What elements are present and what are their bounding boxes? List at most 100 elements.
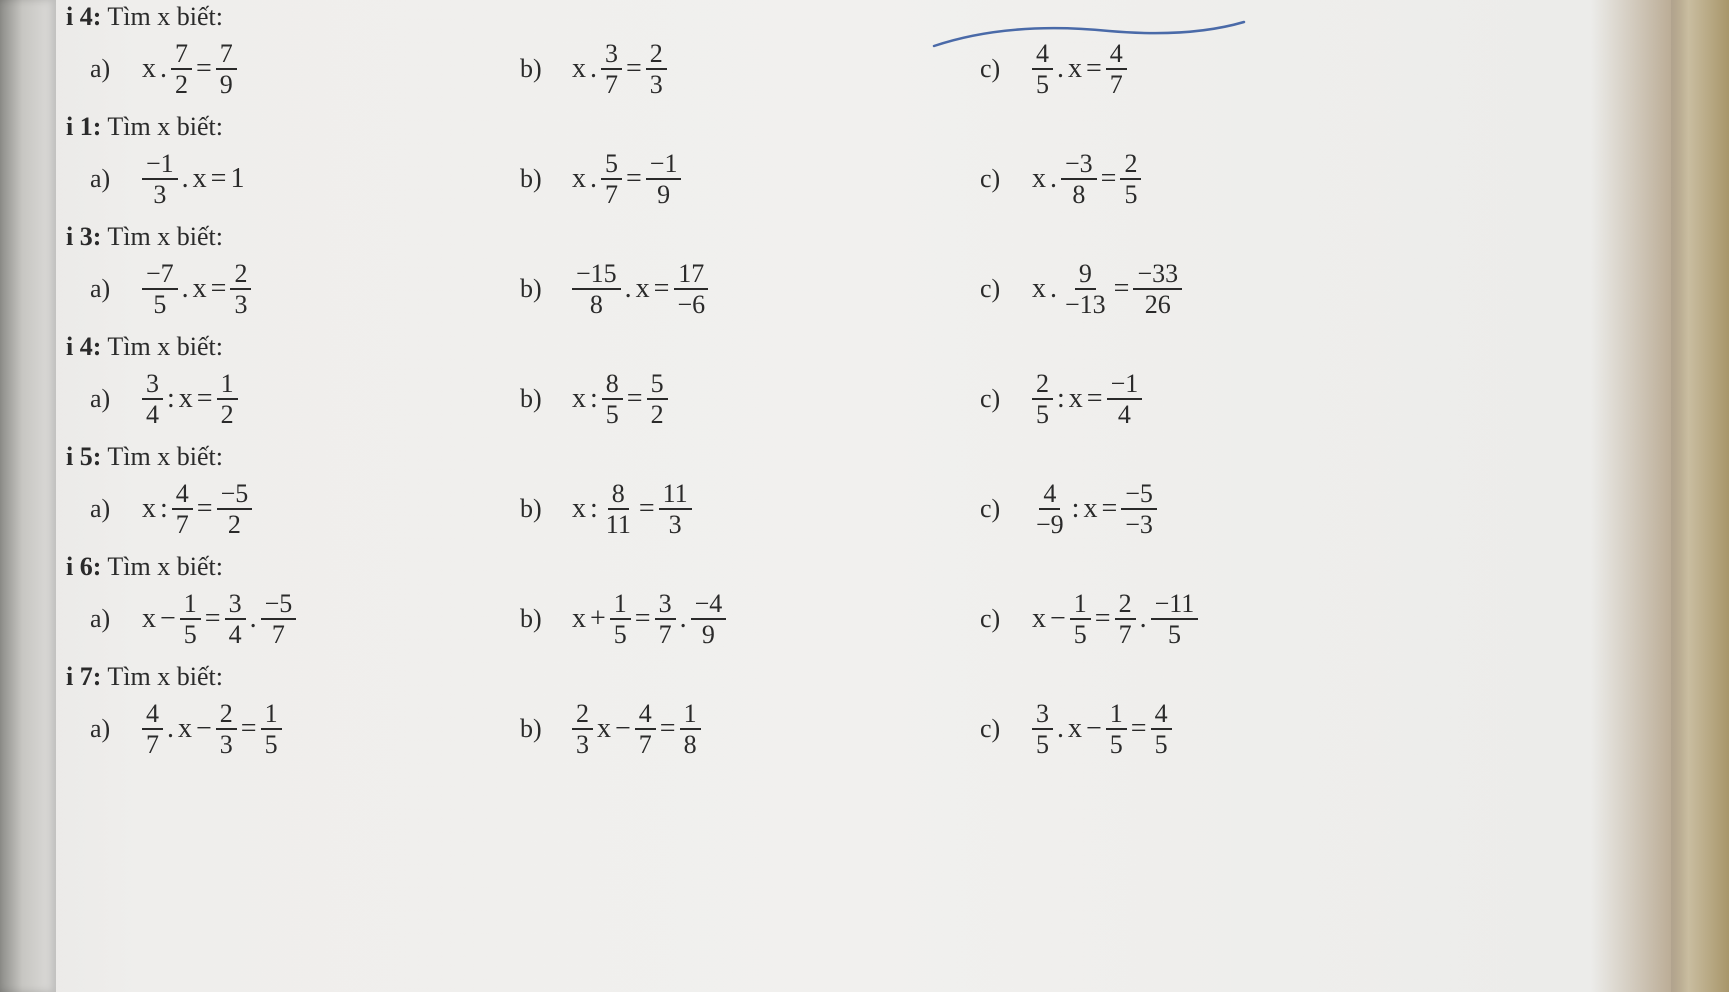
subproblem-label: c) (980, 384, 1008, 414)
equals-sign: = (1114, 275, 1130, 303)
problem-cell-b: b)x.57=−19 (520, 150, 980, 209)
fraction: 12 (217, 370, 238, 429)
literal: 1 (230, 165, 244, 193)
equation: x.57=−19 (570, 150, 683, 209)
fraction: 34 (225, 590, 246, 649)
fraction-denominator: 7 (1106, 70, 1127, 98)
subproblem-label: c) (980, 494, 1008, 524)
divide-colon: : (1072, 495, 1080, 523)
subproblem-label: b) (520, 384, 548, 414)
equals-sign: = (1086, 55, 1102, 83)
fraction: −158 (572, 260, 621, 319)
fraction: 35 (1032, 700, 1053, 759)
equals-sign: = (197, 495, 213, 523)
subproblem-label: a) (90, 164, 118, 194)
fraction-denominator: 2 (217, 400, 238, 428)
fraction: 113 (659, 480, 692, 539)
problem-cell-c: c)x.−38=25 (980, 150, 1480, 209)
fraction-denominator: 4 (225, 620, 246, 648)
book-right-edge (1671, 0, 1729, 992)
fraction-numerator: 1 (180, 590, 201, 620)
problem-number: i 5: (66, 442, 101, 471)
fraction: 45 (1151, 700, 1172, 759)
equals-sign: = (1101, 495, 1117, 523)
equals-sign: = (241, 715, 257, 743)
problem-cell-c: c)25:x=−14 (980, 370, 1480, 429)
fraction: 57 (601, 150, 622, 209)
fraction-numerator: 4 (1032, 40, 1053, 70)
equation: x:85=52 (570, 370, 670, 429)
fraction-denominator: 11 (602, 510, 635, 538)
fraction-denominator: 5 (1164, 620, 1185, 648)
fraction: 85 (602, 370, 623, 429)
problem-row: a)−75.x=23b)−158.x=17−6c)x.9−13=−3326 (60, 254, 1620, 324)
fraction-numerator: 5 (601, 150, 622, 180)
fraction: 47 (142, 700, 163, 759)
fraction-denominator: 9 (698, 620, 719, 648)
multiply-dot: . (590, 55, 597, 83)
fraction-numerator: 9 (1075, 260, 1096, 290)
subproblem-label: a) (90, 54, 118, 84)
fraction: 47 (1106, 40, 1127, 99)
subproblem-label: b) (520, 714, 548, 744)
minus-sign: − (1086, 715, 1102, 743)
problem-title: i 6: Tìm x biết: (66, 552, 1620, 582)
plus-sign: + (590, 605, 606, 633)
problem-cell-a: a)x:47=−52 (60, 480, 520, 539)
multiply-dot: . (1140, 605, 1147, 633)
problem-title: i 5: Tìm x biết: (66, 442, 1620, 472)
fraction-numerator: 1 (1106, 700, 1127, 730)
variable-x: x (597, 715, 611, 743)
equation: 47.x−23=15 (140, 700, 284, 759)
equals-sign: = (1101, 165, 1117, 193)
problem-instruction: Tìm x biết: (101, 2, 223, 31)
fraction: 25 (1120, 150, 1141, 209)
fraction-numerator: −15 (572, 260, 621, 290)
fraction-numerator: 7 (216, 40, 237, 70)
equation: x.9−13=−3326 (1030, 260, 1184, 319)
fraction-numerator: −5 (217, 480, 253, 510)
fraction-numerator: 2 (230, 260, 251, 290)
problem-instruction: Tìm x biết: (101, 112, 223, 141)
multiply-dot: . (1050, 275, 1057, 303)
problem-number: i 1: (66, 112, 101, 141)
fraction: −75 (142, 260, 178, 319)
fraction: 47 (635, 700, 656, 759)
fraction-numerator: 11 (659, 480, 692, 510)
fraction: 15 (610, 590, 631, 649)
fraction-denominator: −13 (1061, 290, 1110, 318)
fraction: −52 (217, 480, 253, 539)
fraction-denominator: 7 (655, 620, 676, 648)
divide-colon: : (167, 385, 175, 413)
variable-x: x (572, 495, 586, 523)
fraction-numerator: 4 (1039, 480, 1060, 510)
variable-x: x (178, 715, 192, 743)
problem-cell-a: a)−75.x=23 (60, 260, 520, 319)
fraction: 17−6 (673, 260, 709, 319)
equation: x−15=27.−115 (1030, 590, 1200, 649)
fraction-numerator: 2 (646, 40, 667, 70)
problem-title: i 3: Tìm x biết: (66, 222, 1620, 252)
fraction-numerator: 3 (601, 40, 622, 70)
subproblem-label: c) (980, 274, 1008, 304)
fraction-denominator: 5 (149, 290, 170, 318)
fraction-numerator: 17 (674, 260, 708, 290)
fraction: 9−13 (1061, 260, 1110, 319)
problem-cell-b: b)x+15=37.−49 (520, 590, 980, 649)
equation: 4−9:x=−5−3 (1030, 480, 1159, 539)
variable-x: x (636, 275, 650, 303)
problem-title: i 4: Tìm x biết: (66, 2, 1620, 32)
multiply-dot: . (182, 165, 189, 193)
problem-cell-b: b)23x−47=18 (520, 700, 980, 759)
fraction: 15 (261, 700, 282, 759)
fraction-denominator: 7 (172, 510, 193, 538)
fraction-denominator: 3 (230, 290, 251, 318)
fraction-denominator: 3 (149, 180, 170, 208)
fraction-numerator: 8 (602, 370, 623, 400)
fraction-numerator: −3 (1061, 150, 1097, 180)
fraction-denominator: 5 (1106, 730, 1127, 758)
divide-colon: : (160, 495, 168, 523)
fraction-numerator: 1 (1070, 590, 1091, 620)
problem-instruction: Tìm x biết: (101, 332, 223, 361)
fraction: 811 (602, 480, 635, 539)
